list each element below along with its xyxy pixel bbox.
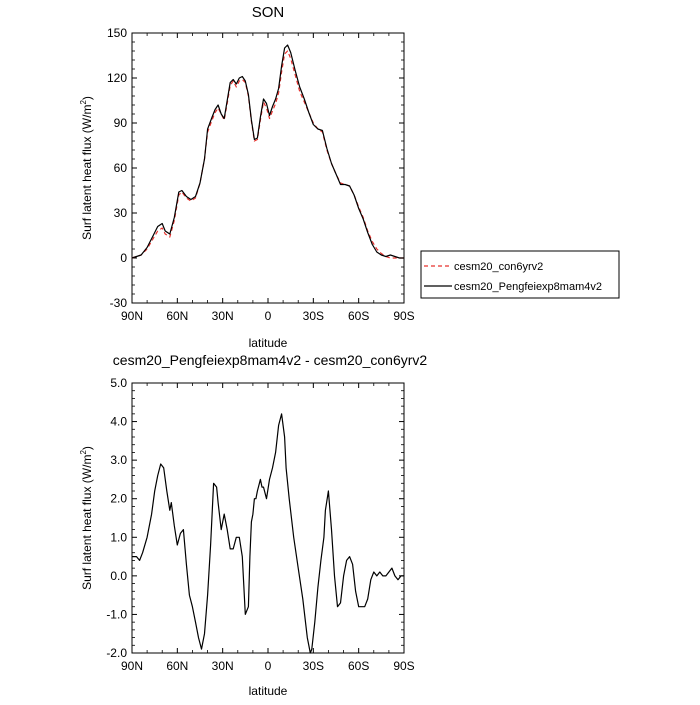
top-y-tick-label: 90 <box>114 116 128 130</box>
bottom-y-tick-label: 0.0 <box>110 569 127 583</box>
bottom-x-tick-label: 0 <box>265 659 272 673</box>
bottom-x-tick-label: 60S <box>348 659 369 673</box>
top-series-line-cesm20-pengfeiexp8mam4v2 <box>131 44 404 259</box>
top-y-axis-label-main: Surf latent heat flux (W/m <box>80 105 94 240</box>
bottom-y-tick-label: 5.0 <box>110 376 127 390</box>
bottom-x-tick-labels: 90N 60N 30N 0 30S 60S 90S <box>121 659 415 673</box>
top-series-line-cesm20-con6yrv2 <box>131 50 404 259</box>
top-series-group <box>131 44 404 259</box>
bottom-y-axis-label: Surf latent heat flux (W/m2) <box>79 446 94 590</box>
bottom-y-axis-label-tail: ) <box>80 446 94 450</box>
top-x-tick-labels: 90N 60N 30N 0 30S 60S 90S <box>121 309 415 323</box>
top-y-tick-label: 0 <box>120 251 127 265</box>
top-x-tick-label: 90N <box>121 309 143 323</box>
legend-label-pengfeiexp8mam4v2: cesm20_Pengfeiexp8mam4v2 <box>454 281 602 293</box>
bottom-series-line-difference <box>132 413 404 654</box>
bottom-x-tick-label: 30N <box>212 659 234 673</box>
bottom-y-tick-label: 1.0 <box>110 530 127 544</box>
top-ticks <box>131 32 405 304</box>
bottom-y-axis-label-sup: 2 <box>79 450 88 455</box>
legend: cesm20_con6yrv2 cesm20_Pengfeiexp8mam4v2 <box>420 250 620 299</box>
bottom-y-tick-label: 2.0 <box>110 492 127 506</box>
bottom-ticks <box>131 382 405 654</box>
top-y-tick-labels: -30 0 30 60 90 120 150 <box>107 26 127 310</box>
top-x-tick-label: 30N <box>212 309 234 323</box>
top-y-tick-label: 150 <box>107 26 127 40</box>
top-x-tick-label: 30S <box>303 309 324 323</box>
top-y-axis-label-sup: 2 <box>79 100 88 105</box>
top-x-tick-label: 0 <box>265 309 272 323</box>
bottom-panel: cesm20_Pengfeiexp8mam4v2 - cesm20_con6yr… <box>79 352 427 698</box>
bottom-y-tick-label: -2.0 <box>106 646 127 660</box>
bottom-series-group <box>132 413 404 654</box>
top-y-tick-label: 60 <box>114 161 128 175</box>
bottom-x-tick-label: 90N <box>121 659 143 673</box>
bottom-panel-title: cesm20_Pengfeiexp8mam4v2 - cesm20_con6yr… <box>113 352 428 368</box>
bottom-y-tick-labels: -2.0 -1.0 0.0 1.0 2.0 3.0 4.0 5.0 <box>106 376 127 660</box>
top-y-axis-label: Surf latent heat flux (W/m2) <box>79 96 94 240</box>
top-x-tick-label: 60S <box>348 309 369 323</box>
bottom-y-tick-label: -1.0 <box>106 607 127 621</box>
top-x-tick-label: 90S <box>393 309 414 323</box>
top-plot-frame <box>131 32 405 304</box>
bottom-x-tick-label: 30S <box>303 659 324 673</box>
bottom-x-tick-label: 90S <box>393 659 414 673</box>
top-x-axis-label: latitude <box>249 336 288 350</box>
top-y-tick-label: -30 <box>110 296 128 310</box>
bottom-x-tick-label: 60N <box>166 659 188 673</box>
top-y-axis-label-tail: ) <box>80 96 94 100</box>
legend-label-con6yrv2: cesm20_con6yrv2 <box>454 261 543 273</box>
legend-box <box>420 250 620 299</box>
top-y-tick-label: 120 <box>107 71 127 85</box>
bottom-y-axis-label-main: Surf latent heat flux (W/m <box>80 455 94 590</box>
bottom-y-tick-label: 4.0 <box>110 415 127 429</box>
top-panel-title: SON <box>252 4 285 21</box>
top-y-tick-label: 30 <box>114 206 128 220</box>
bottom-y-tick-label: 3.0 <box>110 453 127 467</box>
bottom-x-axis-label: latitude <box>249 684 288 698</box>
top-x-tick-label: 60N <box>166 309 188 323</box>
top-panel: SON -30 0 30 60 90 120 150 90N 60N 30N 0 30S 60S 90S… <box>79 4 620 350</box>
